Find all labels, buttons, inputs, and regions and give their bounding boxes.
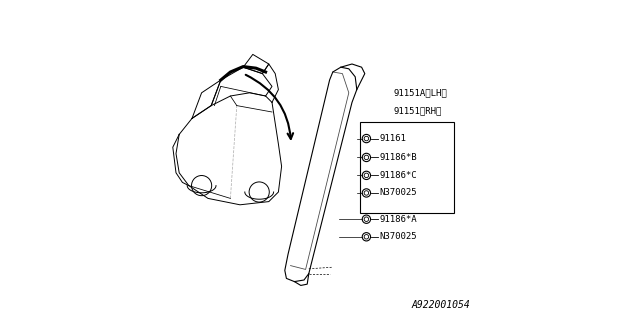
Text: 91186*B: 91186*B xyxy=(380,153,417,162)
Text: 91151A〈LH〉: 91151A〈LH〉 xyxy=(393,89,447,98)
Text: 91151〈RH〉: 91151〈RH〉 xyxy=(393,106,442,115)
Text: N370025: N370025 xyxy=(380,188,417,197)
Text: 91186*A: 91186*A xyxy=(380,215,417,224)
Bar xyxy=(360,122,454,213)
Text: N370025: N370025 xyxy=(380,232,417,241)
Text: A922001054: A922001054 xyxy=(412,300,470,310)
Text: 91186*C: 91186*C xyxy=(380,171,417,180)
Text: 91161: 91161 xyxy=(380,134,406,143)
